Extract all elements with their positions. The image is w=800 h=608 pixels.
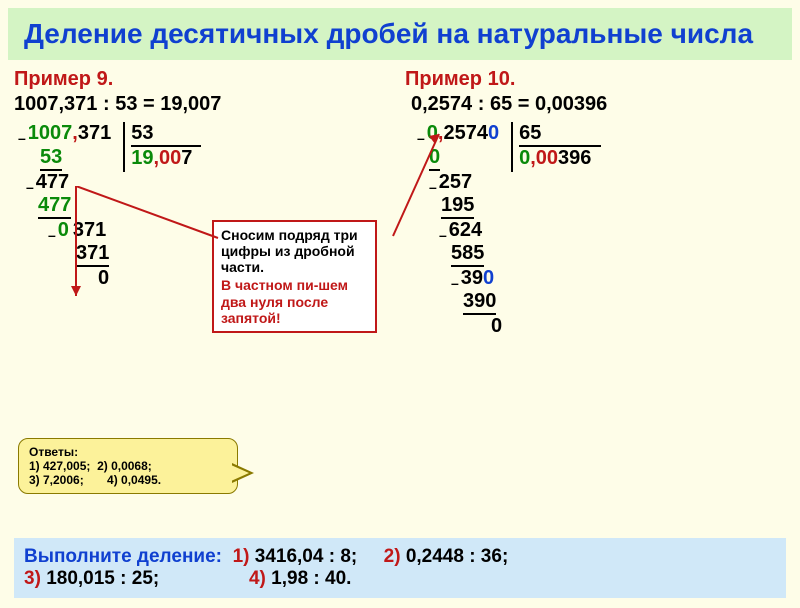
exercise-bar: Выполните деление: 1) 3416,04 : 8; 2) 0,… <box>14 538 786 598</box>
callout-tail-inner <box>231 465 249 481</box>
answers-label: Ответы: <box>29 445 227 459</box>
answers-callout: Ответы: 1) 427,005; 2) 0,0068; 3) 7,2006… <box>18 438 238 494</box>
example-10: Пример 10. 0,2574 : 65 = 0,00396 – 0,257… <box>405 68 786 338</box>
ex9-label: Пример 9. <box>14 68 395 91</box>
slide-title: Деление десятичных дробей на натуральные… <box>8 8 792 60</box>
note-box: Сносим подряд три цифры из дробной части… <box>212 220 377 333</box>
exercise-label: Выполните деление: <box>24 546 222 567</box>
ex10-longdiv: – 0,25740 65 0,00396 0 –257 195 –624 585… <box>417 122 786 338</box>
note-line1: Сносим подряд три цифры из дробной части… <box>221 227 368 275</box>
answers-row2: 3) 7,2006; 4) 0,0495. <box>29 473 227 487</box>
content-area: Пример 9. 1007,371 : 53 = 19,007 – 1007,… <box>0 68 800 338</box>
answers-row1: 1) 427,005; 2) 0,0068; <box>29 459 227 473</box>
ex10-label: Пример 10. <box>405 68 786 91</box>
ex10-equation: 0,2574 : 65 = 0,00396 <box>411 93 786 116</box>
note-line2: В частном пи-шем два нуля после запятой! <box>221 277 368 325</box>
ex9-equation: 1007,371 : 53 = 19,007 <box>14 93 395 116</box>
example-9: Пример 9. 1007,371 : 53 = 19,007 – 1007,… <box>14 68 395 338</box>
